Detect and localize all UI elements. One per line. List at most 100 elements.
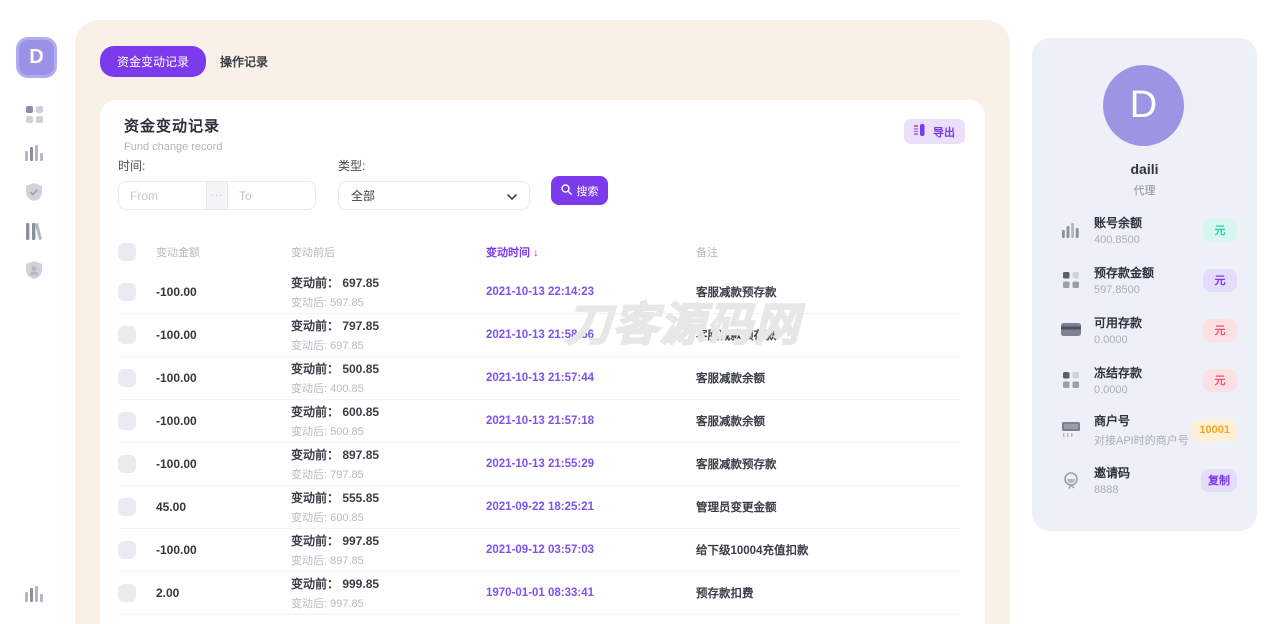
stat-label: 可用存款 (1094, 316, 1143, 330)
profile-stats: 账号余额 400.8500 元 预存款金额 597.8500 元 可用存款 0.… (1032, 205, 1257, 505)
row-checkbox[interactable] (118, 498, 136, 516)
user-shield-icon[interactable] (24, 260, 44, 280)
stat-value: 0.0000 (1094, 384, 1128, 396)
row-after: 变动后: 597.85 (291, 297, 364, 309)
row-before: 变动前： 697.85 (291, 276, 380, 290)
row-before: 变动前： 999.85 (291, 577, 380, 591)
row-note: 预存款扣费 (696, 588, 754, 600)
type-select[interactable]: 全部 (338, 181, 530, 210)
table-header-row: 变动金额 变动前后 变动时间 ↓ 备注 (118, 237, 961, 267)
range-separator: ··· (206, 182, 228, 209)
profile-stat-row: 商户号 对接API时的商户号 10001 (1032, 405, 1257, 455)
row-before: 变动前： 500.85 (291, 362, 380, 376)
row-after: 变动后: 797.85 (291, 469, 364, 481)
stat-value: 对接API时的商户号 (1094, 435, 1189, 447)
left-sidebar: D (0, 0, 68, 624)
date-range-picker[interactable]: ··· (118, 181, 316, 210)
stat-value: 0.0000 (1094, 334, 1128, 346)
row-before: 变动前： 600.85 (291, 405, 380, 419)
select-all-checkbox[interactable] (118, 243, 136, 261)
stat-label: 商户号 (1094, 414, 1131, 428)
stat-badge[interactable]: 元 (1203, 318, 1237, 342)
stat-label: 冻结存款 (1094, 366, 1143, 380)
row-checkbox[interactable] (118, 283, 136, 301)
row-time[interactable]: 2021-10-13 21:58:56 (486, 329, 595, 341)
row-amount: 45.00 (156, 500, 187, 514)
export-button[interactable]: 导出 (904, 119, 965, 144)
row-after: 变动后: 400.85 (291, 383, 364, 395)
row-note: 客服减款预存款 (696, 459, 777, 471)
grid-icon (1059, 372, 1083, 388)
row-checkbox[interactable] (118, 412, 136, 430)
table-row: 45.00 变动前： 555.85 变动后: 600.85 2021-09-22… (118, 486, 961, 529)
bar-chart-bottom-icon[interactable] (24, 584, 44, 604)
tab-bar: 资金变动记录 操作记录 (100, 46, 268, 77)
row-after: 变动后: 600.85 (291, 512, 364, 524)
table-row: -100.00 变动前： 697.85 变动后: 597.85 2021-10-… (118, 271, 961, 314)
stat-badge[interactable]: 元 (1203, 368, 1237, 392)
row-amount: -100.00 (156, 285, 197, 299)
stat-badge[interactable]: 元 (1203, 268, 1237, 292)
profile-card: D daili 代理 账号余额 400.8500 元 预存款金额 597.850… (1032, 38, 1257, 531)
row-amount: -100.00 (156, 414, 197, 428)
row-time[interactable]: 2021-10-13 21:57:18 (486, 415, 595, 427)
row-amount: -100.00 (156, 457, 197, 471)
stat-badge[interactable]: 元 (1203, 218, 1237, 242)
tab-fund-change-record[interactable]: 资金变动记录 (100, 46, 207, 77)
shield-check-icon[interactable] (24, 182, 44, 202)
card-subtitle: Fund change record (124, 141, 223, 153)
row-time[interactable]: 2021-10-13 21:55:29 (486, 458, 595, 470)
header-before-after: 变动前后 (291, 247, 335, 259)
row-before: 变动前： 997.85 (291, 534, 380, 548)
sort-down-icon: ↓ (533, 247, 539, 259)
stat-value: 400.8500 (1094, 234, 1140, 246)
row-note: 客服减款预存款 (696, 330, 777, 342)
row-after: 变动后: 997.85 (291, 598, 364, 610)
library-icon[interactable] (24, 221, 44, 241)
header-amount: 变动金额 (156, 247, 200, 259)
profile-stat-row: 冻结存款 0.0000 元 (1032, 355, 1257, 405)
table-row: -100.00 变动前： 600.85 变动后: 500.85 2021-10-… (118, 400, 961, 443)
tab-operation-record[interactable]: 操作记录 (220, 55, 269, 69)
row-checkbox[interactable] (118, 541, 136, 559)
main-content-panel: 资金变动记录 操作记录 资金变动记录 Fund change record 导出… (75, 20, 1010, 624)
stat-value: 597.8500 (1094, 284, 1140, 296)
dish-icon (1059, 471, 1083, 489)
row-time[interactable]: 2021-09-22 18:25:21 (486, 501, 595, 513)
monitor-icon (1059, 422, 1083, 438)
stat-badge[interactable]: 10001 (1192, 418, 1237, 442)
row-checkbox[interactable] (118, 455, 136, 473)
app-logo[interactable]: D (16, 37, 57, 78)
row-checkbox[interactable] (118, 369, 136, 387)
row-time[interactable]: 2021-10-13 21:57:44 (486, 372, 595, 384)
row-checkbox[interactable] (118, 584, 136, 602)
profile-stat-row: 邀请码 8888 复制 (1032, 455, 1257, 505)
search-button[interactable]: 搜索 (551, 176, 608, 205)
export-icon (914, 124, 927, 139)
header-time-sort[interactable]: 变动时间 ↓ (486, 247, 539, 259)
date-from-input[interactable] (119, 182, 206, 209)
row-checkbox[interactable] (118, 326, 136, 344)
bar-chart-icon[interactable] (24, 143, 44, 163)
stat-label: 账号余额 (1094, 216, 1143, 230)
chevron-down-icon (507, 189, 517, 203)
row-note: 客服减款预存款 (696, 287, 777, 299)
search-icon (560, 183, 572, 198)
row-before: 变动前： 797.85 (291, 319, 380, 333)
table-row: -100.00 变动前： 797.85 变动后: 697.85 2021-10-… (118, 314, 961, 357)
row-time[interactable]: 1970-01-01 08:33:41 (486, 587, 595, 599)
profile-role: 代理 (1133, 185, 1156, 197)
row-amount: -100.00 (156, 371, 197, 385)
grid-icon (1059, 272, 1083, 288)
row-amount: -100.00 (156, 543, 197, 557)
stat-badge[interactable]: 复制 (1201, 468, 1237, 492)
row-time[interactable]: 2021-10-13 22:14:23 (486, 286, 595, 298)
stat-value: 8888 (1094, 484, 1119, 496)
profile-stat-row: 预存款金额 597.8500 元 (1032, 255, 1257, 305)
type-filter-label: 类型: (338, 159, 366, 173)
row-time[interactable]: 2021-09-12 03:57:03 (486, 544, 595, 556)
date-to-input[interactable] (228, 182, 315, 209)
table-row: -100.00 变动前： 500.85 变动后: 400.85 2021-10-… (118, 357, 961, 400)
dashboard-icon[interactable] (24, 104, 44, 124)
row-before: 变动前： 555.85 (291, 491, 380, 505)
